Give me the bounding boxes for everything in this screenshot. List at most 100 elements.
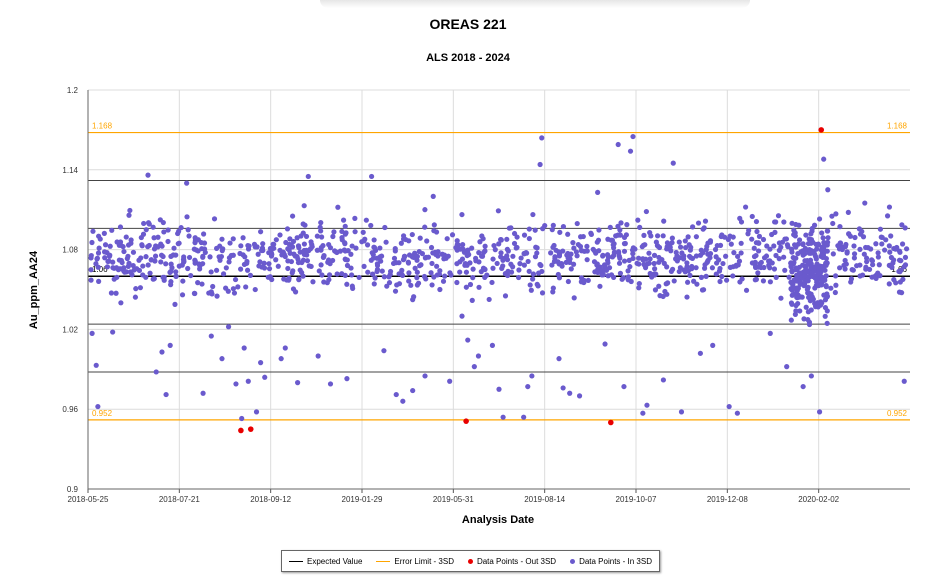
data-point-in-3sd xyxy=(109,227,115,233)
data-point-in-3sd xyxy=(219,236,225,242)
data-point-in-3sd xyxy=(257,259,263,265)
data-point-in-3sd xyxy=(557,229,563,235)
data-point-in-3sd xyxy=(160,253,166,260)
data-point-in-3sd xyxy=(199,281,205,287)
data-point-in-3sd xyxy=(588,231,595,238)
data-point-in-3sd xyxy=(835,243,841,249)
data-point-in-3sd xyxy=(330,233,336,240)
data-point-in-3sd xyxy=(792,267,799,273)
data-point-in-3sd xyxy=(693,234,699,240)
data-point-in-3sd xyxy=(518,255,524,261)
data-point-in-3sd xyxy=(763,253,770,259)
data-point-out-3sd xyxy=(247,426,254,432)
data-point-in-3sd xyxy=(784,364,790,370)
data-point-in-3sd xyxy=(508,225,514,231)
data-point-in-3sd xyxy=(570,261,577,267)
data-point-in-3sd xyxy=(761,264,767,271)
data-point-in-3sd xyxy=(479,253,486,259)
data-point-in-3sd xyxy=(843,261,849,267)
data-point-in-3sd xyxy=(788,317,794,323)
data-point-in-3sd xyxy=(130,262,136,269)
data-point-in-3sd xyxy=(735,253,741,260)
data-point-in-3sd xyxy=(495,208,501,214)
data-point-in-3sd xyxy=(819,300,825,306)
data-point-in-3sd xyxy=(155,234,161,240)
data-point-in-3sd xyxy=(832,273,839,279)
data-point-in-3sd xyxy=(875,254,881,260)
data-point-in-3sd xyxy=(273,237,279,243)
data-point-in-3sd xyxy=(736,258,743,264)
data-point-in-3sd xyxy=(484,272,490,278)
data-point-in-3sd xyxy=(755,248,762,254)
data-point-in-3sd xyxy=(776,240,783,246)
data-point-in-3sd xyxy=(406,270,412,276)
data-point-in-3sd xyxy=(823,284,829,290)
data-point-in-3sd xyxy=(96,245,102,251)
data-point-in-3sd xyxy=(382,224,388,231)
data-point-in-3sd xyxy=(684,260,690,266)
data-point-in-3sd xyxy=(756,240,762,246)
data-point-in-3sd xyxy=(620,275,627,281)
data-point-in-3sd xyxy=(594,261,600,267)
data-point-in-3sd xyxy=(743,204,749,210)
data-point-in-3sd xyxy=(262,374,268,380)
data-point-in-3sd xyxy=(417,263,423,269)
data-point-in-3sd xyxy=(281,276,287,282)
data-point-in-3sd xyxy=(340,217,347,223)
data-point-in-3sd xyxy=(344,281,350,287)
data-point-in-3sd xyxy=(371,281,377,287)
data-point-in-3sd xyxy=(349,272,355,278)
data-point-in-3sd xyxy=(902,225,908,231)
data-point-in-3sd xyxy=(145,262,151,268)
data-point-in-3sd xyxy=(556,249,562,255)
data-point-in-3sd xyxy=(230,286,236,292)
data-point-in-3sd xyxy=(843,241,849,248)
data-point-in-3sd xyxy=(496,241,502,247)
data-point-in-3sd xyxy=(406,278,412,284)
data-point-in-3sd xyxy=(441,256,447,262)
data-point-in-3sd xyxy=(733,263,739,269)
data-point-in-3sd xyxy=(431,228,437,234)
data-point-in-3sd xyxy=(494,260,500,267)
data-point-in-3sd xyxy=(131,267,137,273)
data-point-in-3sd xyxy=(679,250,685,256)
data-point-in-3sd xyxy=(756,233,763,239)
data-point-in-3sd xyxy=(789,292,795,298)
data-point-in-3sd xyxy=(626,257,632,263)
data-point-in-3sd xyxy=(159,349,165,355)
data-point-in-3sd xyxy=(508,269,515,275)
data-point-in-3sd xyxy=(800,248,806,254)
data-point-in-3sd xyxy=(360,229,366,235)
data-point-in-3sd xyxy=(185,227,191,233)
data-point-in-3sd xyxy=(288,258,295,265)
data-point-in-3sd xyxy=(251,241,258,247)
data-point-in-3sd xyxy=(808,265,814,271)
data-point-in-3sd xyxy=(107,243,113,249)
data-point-in-3sd xyxy=(285,246,291,252)
data-point-in-3sd xyxy=(822,267,828,273)
x-tick-label: 2019-10-07 xyxy=(616,495,657,504)
data-point-in-3sd xyxy=(278,356,284,362)
data-point-out-3sd xyxy=(238,427,244,434)
data-point-in-3sd xyxy=(551,258,558,264)
data-point-in-3sd xyxy=(303,247,309,253)
data-point-in-3sd xyxy=(738,240,744,246)
data-point-in-3sd xyxy=(897,269,903,275)
data-point-in-3sd xyxy=(238,266,244,272)
data-point-in-3sd xyxy=(356,274,362,281)
data-point-in-3sd xyxy=(321,279,327,285)
data-point-in-3sd xyxy=(789,249,795,255)
data-point-in-3sd xyxy=(320,243,326,249)
data-point-in-3sd xyxy=(161,274,167,280)
data-point-in-3sd xyxy=(463,284,469,290)
data-point-in-3sd xyxy=(289,213,296,219)
data-point-in-3sd xyxy=(429,282,435,288)
data-point-in-3sd xyxy=(797,270,803,276)
data-point-in-3sd xyxy=(275,263,281,269)
data-point-in-3sd xyxy=(295,259,302,266)
data-point-in-3sd xyxy=(184,214,190,220)
data-point-in-3sd xyxy=(339,271,345,277)
data-point-in-3sd xyxy=(647,230,653,236)
data-point-in-3sd xyxy=(644,402,650,408)
data-point-in-3sd xyxy=(120,244,126,250)
